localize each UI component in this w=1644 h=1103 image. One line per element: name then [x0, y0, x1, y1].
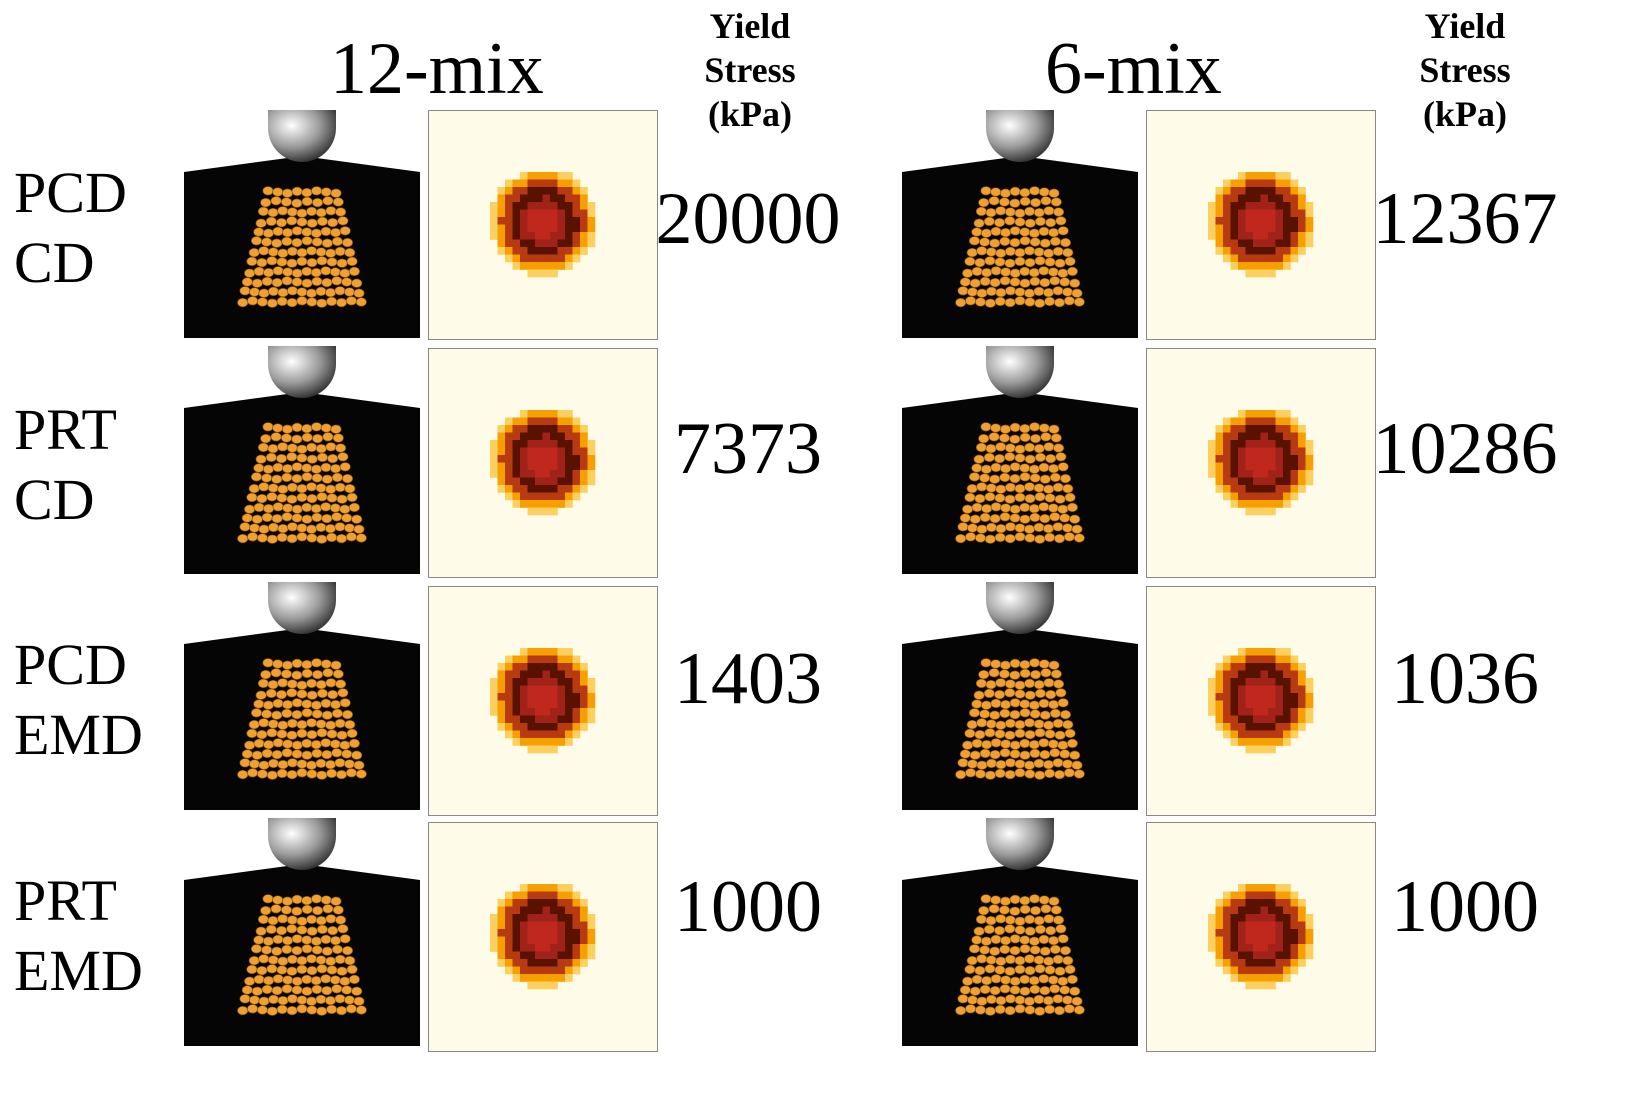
yield-stress-value: 1403 [674, 638, 822, 720]
heatmap [428, 822, 658, 1052]
yield-stress-value: 20000 [655, 178, 841, 260]
yield-stress-value: 1000 [1391, 866, 1539, 948]
header-line: Yield [709, 6, 791, 46]
simulation-render [184, 574, 420, 810]
row-label: PRT CD [14, 395, 117, 535]
row-label-line: EMD [14, 938, 143, 1003]
row-label-line: EMD [14, 702, 143, 767]
header-line: (kPa) [708, 94, 792, 134]
heatmap [1146, 348, 1376, 578]
row-label-line: PRT [14, 868, 117, 933]
simulation-render [184, 810, 420, 1046]
simulation-render [902, 102, 1138, 338]
simulation-render [902, 574, 1138, 810]
heatmap [1146, 822, 1376, 1052]
heatmap [428, 110, 658, 340]
row-label-line: CD [14, 230, 95, 295]
header-line: (kPa) [1423, 94, 1507, 134]
yield-stress-value: 1036 [1391, 638, 1539, 720]
heatmap [1146, 110, 1376, 340]
simulation-render [184, 102, 420, 338]
header-line: Stress [1419, 50, 1511, 90]
yield-stress-header-12mix: Yield Stress (kPa) [660, 4, 840, 136]
heatmap [1146, 586, 1376, 816]
group-title-12mix: 12-mix [330, 28, 544, 110]
group-title-6mix: 6-mix [1045, 28, 1222, 110]
heatmap [428, 348, 658, 578]
heatmap [428, 586, 658, 816]
row-label: PRT EMD [14, 866, 143, 1006]
simulation-render [902, 810, 1138, 1046]
yield-stress-value: 10286 [1372, 408, 1558, 490]
row-label: PCD CD [14, 158, 127, 298]
simulation-render [902, 338, 1138, 574]
yield-stress-value: 1000 [674, 866, 822, 948]
simulation-render [184, 338, 420, 574]
header-line: Stress [704, 50, 796, 90]
header-line: Yield [1424, 6, 1506, 46]
yield-stress-header-6mix: Yield Stress (kPa) [1375, 4, 1555, 136]
row-label-line: CD [14, 467, 95, 532]
row-label-line: PCD [14, 632, 127, 697]
yield-stress-value: 7373 [674, 408, 822, 490]
yield-stress-value: 12367 [1372, 178, 1558, 260]
row-label-line: PCD [14, 160, 127, 225]
row-label-line: PRT [14, 397, 117, 462]
row-label: PCD EMD [14, 630, 143, 770]
